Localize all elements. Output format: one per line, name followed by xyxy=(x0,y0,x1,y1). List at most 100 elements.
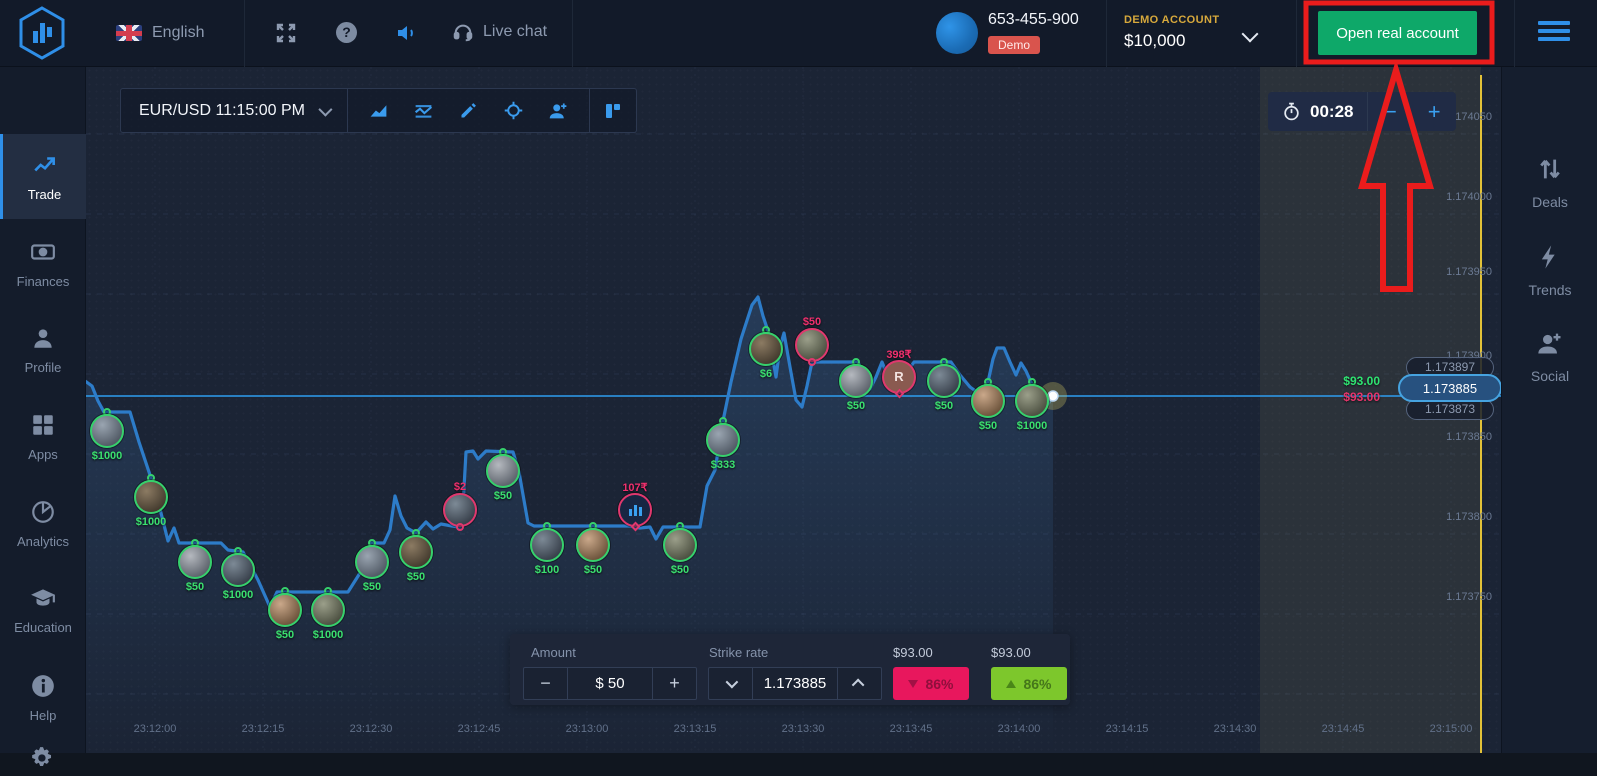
sidebar-item-help[interactable]: Help xyxy=(0,673,86,723)
marker-amount-label: $50 xyxy=(978,420,998,432)
social-trading-icon[interactable] xyxy=(548,100,569,121)
user-avatar[interactable] xyxy=(936,12,978,54)
help-icon[interactable]: ? xyxy=(336,22,357,43)
person-plus-icon xyxy=(1538,333,1561,354)
price-axis-label: 1.173800 xyxy=(1446,511,1492,523)
fullscreen-icon[interactable] xyxy=(274,21,298,45)
area-chart-icon[interactable] xyxy=(368,100,389,121)
price-axis-label: 1.174050 xyxy=(1446,111,1492,123)
trader-avatar xyxy=(268,593,302,627)
payout-up-tag: $93.00 xyxy=(1343,374,1380,388)
sidebar-item-social[interactable]: Social xyxy=(1502,329,1597,384)
graduation-cap-icon xyxy=(31,589,55,606)
person-icon xyxy=(34,329,52,348)
strike-lower-bubble: 1.173873 xyxy=(1406,399,1494,420)
sound-icon[interactable] xyxy=(395,21,419,45)
expiry-timer: 00:28 − + xyxy=(1268,92,1456,131)
sidebar-item-apps[interactable]: Apps xyxy=(0,412,86,462)
arrows-up-down-icon xyxy=(1540,159,1560,179)
pencil-icon[interactable] xyxy=(458,100,479,121)
marker-amount-label: $50 xyxy=(275,629,295,641)
sidebar-item-trends[interactable]: Trends xyxy=(1502,243,1597,298)
marker-amount-label: $1000 xyxy=(1016,420,1048,432)
line-chart-icon[interactable] xyxy=(413,100,434,121)
demo-badge: Demo xyxy=(988,36,1041,54)
sidebar-item-analytics[interactable]: Analytics xyxy=(0,499,86,549)
language-selector[interactable]: English xyxy=(116,24,204,42)
time-axis-label: 23:14:30 xyxy=(1213,723,1257,735)
payout-down-tag: $93.00 xyxy=(1343,390,1380,404)
gear-icon xyxy=(32,747,52,767)
strike-rate-value[interactable]: 1.173885 xyxy=(752,668,838,699)
sidebar-item-trade[interactable]: Trade xyxy=(0,134,86,219)
trade-panel: Amount − $ 50 + Strike rate 1.173885 $93… xyxy=(510,634,1070,705)
amount-label: Amount xyxy=(531,645,576,660)
time-axis-label: 23:13:00 xyxy=(565,723,609,735)
marker-amount-label: $50 xyxy=(185,581,205,593)
price-axis-label: 1.173850 xyxy=(1446,431,1492,443)
trader-avatar xyxy=(795,328,829,362)
trader-avatar xyxy=(576,528,610,562)
trade-markers-layer: $1000 $1000 $50 $1000 $50 $1000 $50 $50 $50 $100 $… xyxy=(90,316,1049,641)
live-chat-label: Live chat xyxy=(483,23,548,40)
divider xyxy=(589,89,590,132)
strike-decrease-button[interactable] xyxy=(709,668,752,699)
amount-stepper: − $ 50 + xyxy=(523,667,697,700)
timer-increase-button[interactable]: + xyxy=(1427,99,1441,124)
sidebar-item-settings[interactable] xyxy=(0,745,86,776)
trader-avatar xyxy=(178,545,212,579)
sidebar-item-finances[interactable]: Finances xyxy=(0,239,86,289)
trader-avatar xyxy=(134,480,168,514)
amount-decrease-button[interactable]: − xyxy=(540,673,551,693)
asset-label: EUR/USD 11:15:00 PM xyxy=(139,101,305,119)
sidebar-item-profile[interactable]: Profile xyxy=(0,325,86,375)
pie-chart-icon xyxy=(32,501,54,523)
trader-avatar xyxy=(1015,384,1049,418)
amount-value[interactable]: $ 50 xyxy=(567,668,653,699)
divider xyxy=(244,0,245,67)
trader-avatar xyxy=(971,384,1005,418)
marker-amount-label: $1000 xyxy=(135,516,167,528)
trader-avatar xyxy=(927,364,961,398)
marker-amount-label: $50 xyxy=(846,400,866,412)
sell-down-button[interactable]: 86% xyxy=(893,667,969,700)
account-type-label: DEMO ACCOUNT xyxy=(1124,14,1220,26)
trader-avatar xyxy=(749,332,783,366)
trader-avatar: R xyxy=(882,360,916,394)
stopwatch-icon xyxy=(1284,102,1299,121)
live-chat-button[interactable]: Live chat xyxy=(452,21,547,43)
trader-avatar xyxy=(399,535,433,569)
marker-amount-label: 107₹ xyxy=(622,482,648,494)
asset-selector[interactable]: EUR/USD 11:15:00 PM xyxy=(121,89,347,132)
account-chevron-down-icon[interactable] xyxy=(1241,25,1259,43)
strike-rate-label: Strike rate xyxy=(709,645,769,660)
marker-amount-label: 398₹ xyxy=(886,349,912,361)
platform-logo[interactable] xyxy=(16,5,68,61)
lightning-icon xyxy=(1541,245,1555,269)
sidebar-item-deals[interactable]: Deals xyxy=(1502,155,1597,210)
amount-increase-button[interactable]: + xyxy=(669,673,680,693)
buy-up-button[interactable]: 86% xyxy=(991,667,1067,700)
trader-avatar xyxy=(706,423,740,457)
time-axis-label: 23:13:15 xyxy=(673,723,717,735)
trader-avatar xyxy=(486,454,520,488)
crosshair-icon[interactable] xyxy=(503,100,524,121)
time-axis-label: 23:13:45 xyxy=(889,723,933,735)
right-sidebar: Deals Trends Social xyxy=(1501,67,1597,753)
trader-avatar xyxy=(90,414,124,448)
language-label: English xyxy=(152,24,205,41)
strike-rate-stepper: 1.173885 xyxy=(708,667,882,700)
time-axis-label: 23:15:00 xyxy=(1429,723,1473,735)
sidebar-item-education[interactable]: Education xyxy=(0,585,86,635)
strike-increase-button[interactable] xyxy=(838,668,881,699)
timer-decrease-button[interactable]: − xyxy=(1383,99,1397,124)
marker-amount-label: $333 xyxy=(710,459,736,471)
divider xyxy=(1514,0,1515,67)
open-real-account-button[interactable]: Open real account xyxy=(1318,11,1477,55)
timer-value: 00:28 xyxy=(1310,101,1354,121)
layout-icon[interactable] xyxy=(604,102,622,120)
chart-toolbar: EUR/USD 11:15:00 PM xyxy=(120,88,637,133)
menu-icon[interactable] xyxy=(1538,21,1570,45)
account-balance: $10,000 xyxy=(1124,31,1186,50)
